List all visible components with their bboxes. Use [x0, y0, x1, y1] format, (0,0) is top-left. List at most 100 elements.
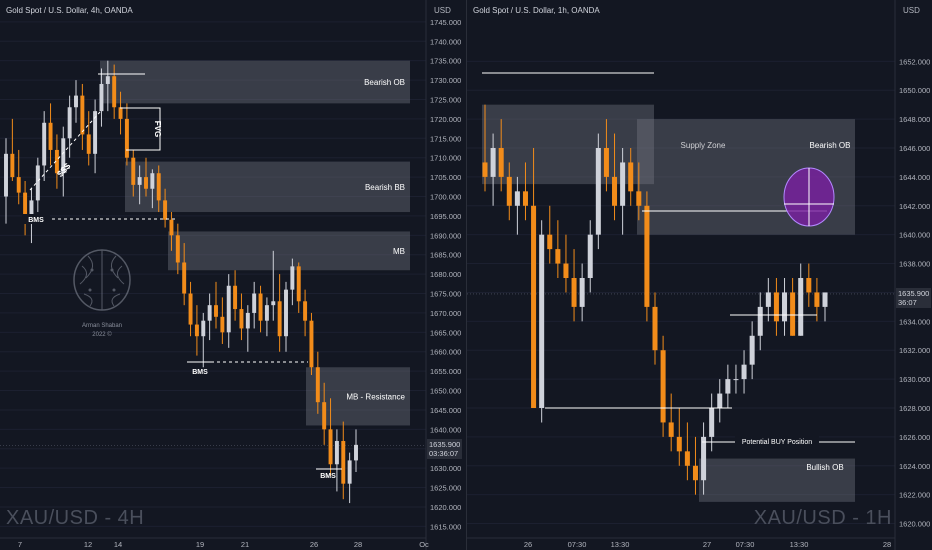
candle-body [309, 320, 314, 368]
candle-body [773, 292, 779, 322]
candle-body [284, 289, 288, 337]
candle-body [782, 292, 788, 322]
candle-body [226, 285, 231, 333]
chart-panel-4h[interactable]: Gold Spot / U.S. Dollar, 4h, OANDA USD B… [0, 0, 466, 550]
candle-body [341, 440, 346, 484]
y-tick-label: 1685.000 [430, 251, 461, 260]
candle-body [692, 465, 698, 481]
candle-body [571, 278, 577, 307]
candle-body [16, 177, 21, 193]
last-price: 1635.900 [898, 288, 930, 298]
y-tick-label: 1715.000 [430, 134, 461, 143]
candle-body [277, 301, 282, 337]
x-tick-label: 19 [196, 540, 204, 549]
candle-body [315, 367, 320, 403]
candle-body [207, 305, 212, 321]
candle-body [137, 177, 142, 185]
y-tick-label: 1620.000 [430, 503, 461, 512]
y-tick-label: 1625.000 [430, 484, 461, 493]
y-tick-label: 1710.000 [430, 154, 461, 163]
y-tick-label: 1638.000 [899, 260, 930, 269]
candle-body [334, 440, 339, 465]
y-tick-label: 1695.000 [430, 212, 461, 221]
candle-body [42, 122, 47, 166]
zone-label: Supply Zone [681, 141, 726, 150]
last-price-box: 1635.900 36:07 [896, 287, 932, 308]
candle-body [668, 422, 674, 437]
chart-panel-1h[interactable]: Gold Spot / U.S. Dollar, 1h, OANDA USD S… [466, 0, 932, 550]
bms-label-3: BMS [320, 473, 336, 480]
y-tick-label: 1725.000 [430, 95, 461, 104]
candle-body [10, 153, 15, 178]
candle-body [822, 292, 828, 307]
x-tick-label: 7 [18, 540, 22, 549]
candle-body [620, 162, 626, 206]
zone-box [100, 60, 410, 104]
y-tick-label: 1642.000 [899, 202, 930, 211]
y-tick-label: 1648.000 [899, 115, 930, 124]
x-tick-label: 07:30 [736, 540, 755, 549]
x-tick-label: 27 [703, 540, 711, 549]
candle-body [539, 234, 545, 408]
candle-body [603, 148, 609, 177]
zone-label: Bearish BB [365, 183, 405, 192]
candle-body [482, 162, 488, 177]
zone-box [482, 104, 654, 185]
candle-body [612, 176, 618, 206]
candle-body [271, 301, 276, 306]
candle-body [498, 148, 504, 177]
candle-body [347, 460, 352, 484]
x-tick-label: 13:30 [790, 540, 809, 549]
y-tick-label: 1626.000 [899, 433, 930, 442]
candle-body [245, 312, 250, 329]
candle-body [23, 192, 28, 220]
y-tick-label: 1675.000 [430, 290, 461, 299]
countdown: 03:36:07 [429, 449, 459, 459]
y-tick-label: 1665.000 [430, 328, 461, 337]
candle-body [188, 293, 193, 325]
chart-plot-4h[interactable]: Bearish OB Bearish BB MB MB - Resistance FV… [0, 0, 466, 550]
y-tick-label: 1634.000 [899, 317, 930, 326]
candle-body [563, 263, 569, 278]
currency-label: USD [434, 6, 451, 15]
candle-body [67, 107, 72, 139]
candle-body [595, 148, 601, 235]
y-tick-label: 1652.000 [899, 57, 930, 66]
y-tick-label: 1720.000 [430, 115, 461, 124]
candle-body [790, 292, 796, 336]
symbol-watermark: XAU/USD - 4H [6, 507, 145, 529]
y-tick-label: 1740.000 [430, 37, 461, 46]
y-tick-label: 1644.000 [899, 173, 930, 182]
candle-body [636, 191, 642, 206]
candle-body [61, 138, 66, 174]
x-tick-label: Oc [419, 540, 429, 549]
candle-body [684, 451, 690, 466]
candle-body [182, 262, 187, 294]
currency-label: USD [903, 6, 920, 15]
candle-body [175, 235, 180, 263]
y-tick-label: 1700.000 [430, 193, 461, 202]
y-tick-label: 1624.000 [899, 462, 930, 471]
y-tick-label: 1615.000 [430, 522, 461, 531]
candle-body [555, 249, 561, 264]
candle-body [522, 191, 528, 206]
candle-body [258, 293, 263, 321]
x-tick-label: 14 [114, 540, 122, 549]
y-tick-label: 1640.000 [430, 425, 461, 434]
candle-body [29, 200, 34, 220]
chart-plot-1h[interactable]: Supply Zone Bearish OB Bullish OB Potentia… [467, 0, 932, 550]
chart-title: Gold Spot / U.S. Dollar, 1h, OANDA [473, 6, 600, 15]
zone-label: Bearish OB [364, 78, 405, 87]
buy-label-bg [735, 436, 819, 447]
last-price-box: 1635.900 03:36:07 [427, 439, 463, 460]
candle-body [290, 266, 295, 290]
candle-body [531, 205, 537, 408]
bms-label-1: BMS [28, 217, 44, 224]
x-tick-label: 07:30 [568, 540, 587, 549]
zone-label: Bullish OB [806, 463, 843, 472]
candle-body [652, 306, 658, 351]
y-tick-label: 1650.000 [430, 387, 461, 396]
zone-label: Bearish OB [810, 141, 851, 150]
candle-body [163, 200, 168, 220]
